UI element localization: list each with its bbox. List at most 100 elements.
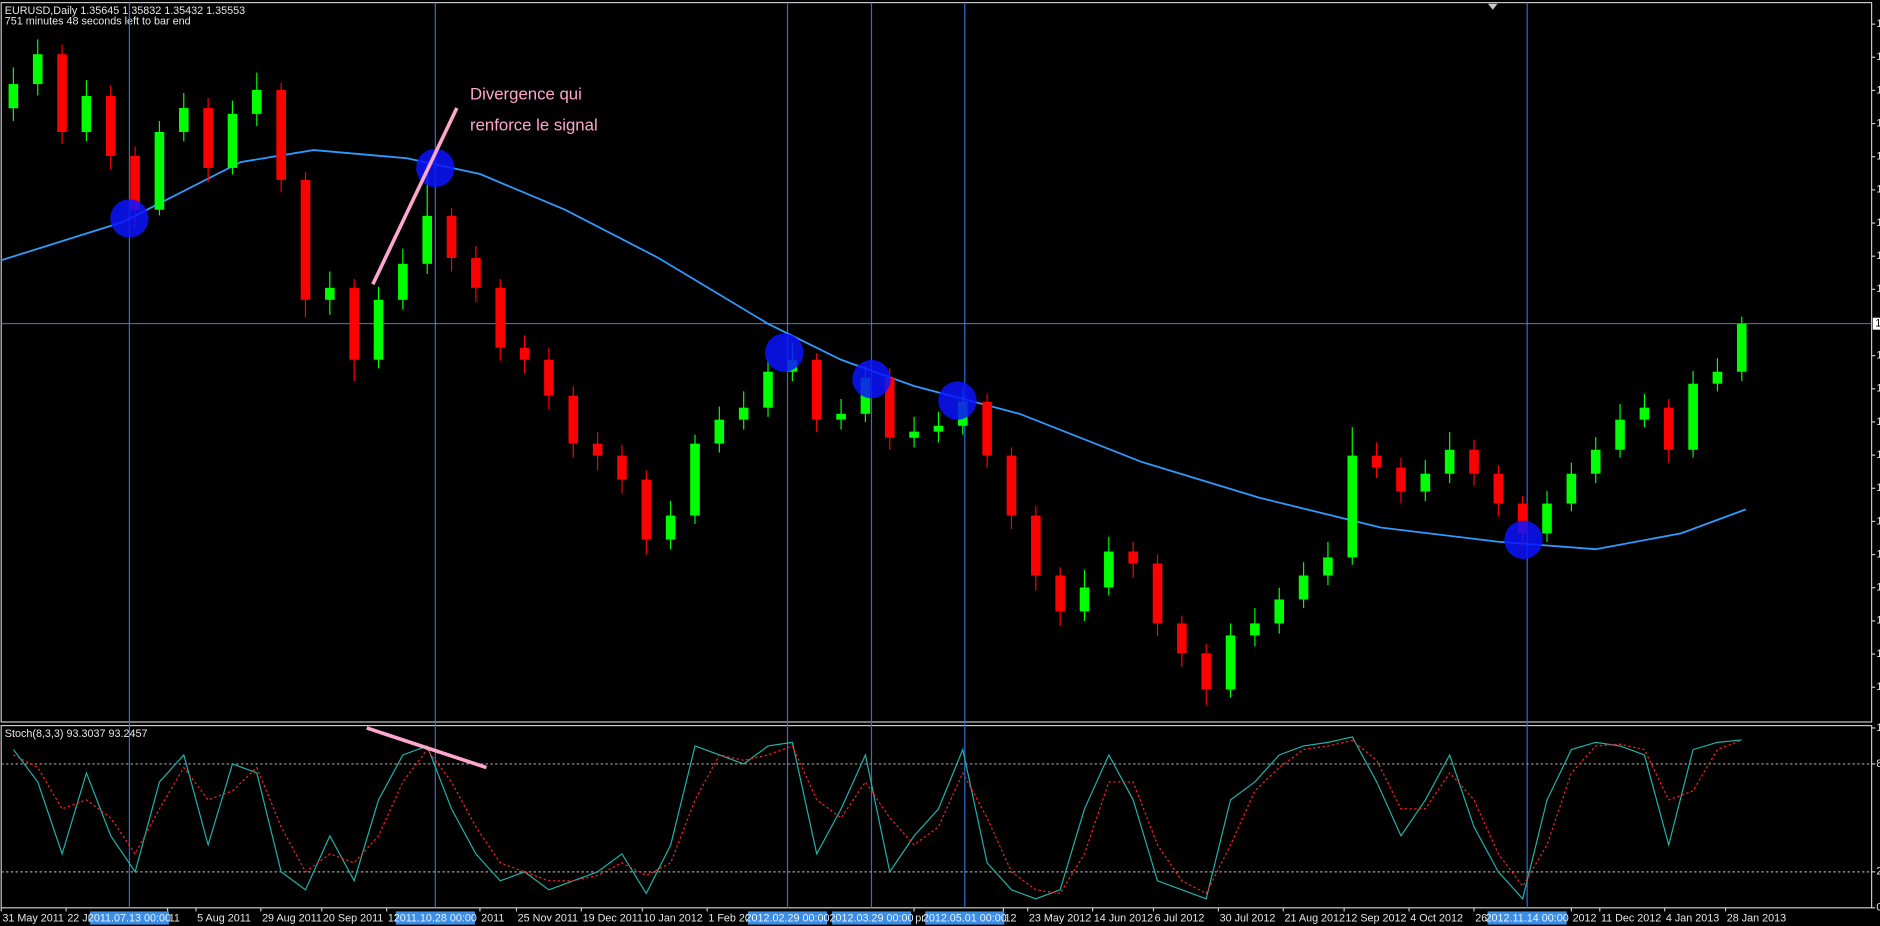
highlight-circle — [110, 199, 149, 238]
x-tick-label: 28 Jan 2013 — [1727, 912, 1786, 924]
y-tick-label: 20 — [1876, 866, 1880, 878]
candle-body — [1128, 551, 1138, 564]
candle-body — [909, 431, 919, 438]
candle-body — [1347, 455, 1358, 558]
candle-body — [276, 89, 286, 180]
x-tick-label: 11 — [169, 912, 180, 924]
x-tick-label: 29 Aug 2011 — [262, 912, 322, 924]
vline-label-box — [1487, 911, 1567, 925]
candle-body — [1444, 449, 1455, 474]
highlight-circle — [416, 148, 455, 188]
candle-body — [1201, 653, 1212, 690]
candle-body — [1323, 557, 1333, 576]
x-tick-label: 26 — [1475, 912, 1487, 924]
candle-body — [763, 371, 773, 408]
candle-body — [1298, 575, 1309, 600]
candle-body — [1639, 407, 1650, 420]
candle-body — [811, 359, 822, 420]
y-tick-label: 1 — [1876, 515, 1880, 527]
indicator-line — [12, 736, 1742, 901]
candle-body — [836, 413, 846, 420]
vline-label-box — [831, 911, 912, 925]
candle-body — [665, 515, 676, 540]
candle-body — [105, 96, 116, 156]
x-tick-label: 22 Ju — [67, 912, 93, 924]
candle-body — [714, 419, 725, 444]
vline-label: 2012.05.01 00:00 — [923, 912, 1007, 924]
annotation-text: renforce le signal — [470, 116, 598, 135]
x-tick-label: 31 May 2011 — [2, 912, 64, 924]
candle-body — [1590, 449, 1601, 474]
x-tick-label: 2011 — [481, 912, 504, 924]
candle-body — [1006, 455, 1017, 516]
vline-label-box — [395, 911, 475, 925]
candle-body — [1274, 599, 1285, 624]
y-tick-label: 1 — [1876, 582, 1880, 594]
y-tick-label: 1 — [1876, 681, 1880, 693]
candle-body — [227, 113, 238, 168]
stoch-panel-frame — [0, 724, 1873, 909]
candle-body — [1225, 635, 1236, 690]
x-tick-label: 5 Aug 2011 — [197, 912, 251, 924]
last-close-box — [1872, 317, 1880, 330]
candle-body — [1712, 371, 1723, 384]
y-tick-label: 1 — [1876, 84, 1880, 96]
y-tick-label: 1 — [1876, 648, 1880, 660]
y-tick-label: 80 — [1876, 758, 1880, 770]
vline-label: 2012.03.29 00:00 — [830, 912, 914, 924]
vline-label: 2012.11.14 00:00 — [1486, 912, 1569, 924]
candle-body — [544, 359, 554, 396]
y-tick-label: 1 — [1876, 151, 1880, 163]
x-tick-label: 14 Jun 2012 — [1094, 912, 1153, 924]
y-tick-label: 1 — [1876, 184, 1880, 196]
highlight-circle — [765, 333, 804, 372]
y-tick-label: 1 — [1876, 449, 1880, 461]
y-tick-label: 1 — [1876, 548, 1880, 560]
candle-body — [8, 84, 19, 109]
candle-body — [1542, 503, 1552, 534]
candle-body — [1104, 551, 1114, 588]
candle-body — [690, 443, 700, 516]
annotation-line — [371, 107, 459, 286]
candle-body — [495, 287, 506, 348]
annotation-text: Divergence qui — [470, 84, 582, 103]
y-tick-label: 1 — [1876, 217, 1880, 229]
candle-body — [1469, 449, 1479, 474]
x-tick-label: 19 Dec 2011 — [583, 912, 643, 924]
candle-body — [154, 131, 165, 210]
price-panel-frame — [0, 1, 1873, 723]
x-tick-label: 6 Jul 2012 — [1155, 912, 1205, 924]
candle-body — [592, 443, 603, 456]
candle-body — [1736, 323, 1747, 372]
y-tick-label: 1 — [1876, 482, 1880, 494]
candle-body — [1566, 473, 1577, 504]
shift-marker — [1487, 3, 1498, 10]
vline-label: 2011.07.13 00:00 — [88, 912, 171, 924]
highlight-circle — [938, 381, 977, 420]
x-tick-label: 4 Jan 2013 — [1666, 912, 1719, 924]
moving-average — [0, 149, 1747, 551]
annotation-line — [366, 726, 488, 770]
x-tick-label: 23 May 2012 — [1029, 912, 1091, 924]
candle-body — [300, 179, 311, 300]
y-tick-label: 1 — [1876, 117, 1880, 129]
candle-body — [81, 96, 92, 132]
candle-body — [57, 54, 67, 132]
vline-label: 2012.02.29 00:00 — [746, 912, 830, 924]
candle-body — [1688, 383, 1698, 450]
y-tick-label: 1 — [1876, 416, 1880, 428]
vline-label-box — [925, 911, 1005, 925]
last-close-label: 1 — [1875, 318, 1880, 330]
y-tick-label: 1 — [1876, 51, 1880, 63]
candle-body — [1031, 515, 1041, 576]
y-tick-label: 1 — [1876, 615, 1880, 627]
candle-body — [1517, 503, 1528, 534]
x-tick-label: 21 Aug 2012 — [1284, 912, 1345, 924]
candle-body — [982, 401, 992, 456]
candle-body — [1055, 575, 1065, 612]
candle-body — [398, 263, 408, 300]
candle-body — [1493, 473, 1504, 504]
